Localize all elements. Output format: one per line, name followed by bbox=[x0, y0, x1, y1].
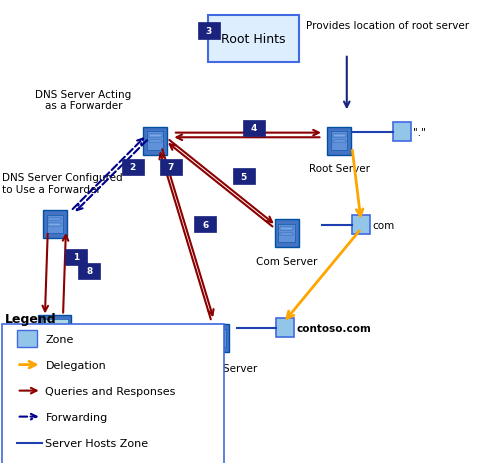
FancyBboxPatch shape bbox=[331, 132, 347, 150]
Text: Com Server: Com Server bbox=[256, 256, 317, 266]
Text: Zone: Zone bbox=[46, 334, 74, 344]
Text: 1: 1 bbox=[73, 253, 80, 262]
Text: Forwarding: Forwarding bbox=[46, 412, 108, 422]
FancyBboxPatch shape bbox=[333, 140, 346, 143]
FancyBboxPatch shape bbox=[43, 211, 67, 238]
FancyBboxPatch shape bbox=[205, 324, 229, 352]
FancyBboxPatch shape bbox=[147, 132, 163, 150]
FancyBboxPatch shape bbox=[122, 159, 144, 176]
Text: Querying Client: Querying Client bbox=[14, 363, 96, 373]
Text: DNS Server Configured
to Use a Forwarder: DNS Server Configured to Use a Forwarder bbox=[3, 173, 123, 194]
FancyBboxPatch shape bbox=[242, 120, 265, 137]
FancyBboxPatch shape bbox=[194, 216, 216, 233]
FancyBboxPatch shape bbox=[279, 225, 295, 243]
FancyBboxPatch shape bbox=[66, 249, 87, 266]
Text: Provides location of root server: Provides location of root server bbox=[306, 20, 469, 31]
Text: 3: 3 bbox=[205, 27, 212, 36]
Text: Delegation: Delegation bbox=[46, 360, 106, 370]
FancyBboxPatch shape bbox=[280, 233, 293, 236]
FancyBboxPatch shape bbox=[393, 123, 411, 142]
FancyBboxPatch shape bbox=[149, 140, 162, 143]
Text: ".": "." bbox=[413, 127, 426, 138]
FancyBboxPatch shape bbox=[149, 135, 162, 138]
FancyBboxPatch shape bbox=[232, 169, 255, 185]
FancyBboxPatch shape bbox=[3, 324, 224, 463]
Text: 8: 8 bbox=[86, 267, 93, 276]
FancyBboxPatch shape bbox=[211, 332, 224, 334]
FancyBboxPatch shape bbox=[327, 127, 351, 155]
FancyBboxPatch shape bbox=[143, 127, 167, 155]
FancyBboxPatch shape bbox=[42, 320, 68, 333]
FancyBboxPatch shape bbox=[211, 337, 224, 340]
FancyBboxPatch shape bbox=[198, 23, 220, 40]
Text: 4: 4 bbox=[250, 124, 257, 133]
FancyBboxPatch shape bbox=[160, 159, 182, 176]
FancyBboxPatch shape bbox=[49, 218, 62, 221]
FancyBboxPatch shape bbox=[78, 263, 100, 280]
FancyBboxPatch shape bbox=[47, 215, 63, 234]
FancyBboxPatch shape bbox=[209, 329, 225, 347]
Text: DNS Server Acting
as a Forwarder: DNS Server Acting as a Forwarder bbox=[36, 89, 132, 111]
Text: contoso.com: contoso.com bbox=[296, 323, 371, 333]
FancyBboxPatch shape bbox=[276, 318, 294, 338]
FancyBboxPatch shape bbox=[49, 224, 62, 226]
Text: Queries and Responses: Queries and Responses bbox=[46, 386, 176, 396]
Text: Root Hints: Root Hints bbox=[221, 33, 286, 46]
Text: Root Server: Root Server bbox=[309, 163, 370, 174]
FancyBboxPatch shape bbox=[275, 220, 299, 248]
Text: Contoso Server: Contoso Server bbox=[177, 363, 258, 373]
FancyBboxPatch shape bbox=[333, 135, 346, 138]
Text: Legend: Legend bbox=[5, 312, 57, 325]
Text: com: com bbox=[373, 220, 395, 230]
FancyBboxPatch shape bbox=[17, 331, 37, 347]
FancyBboxPatch shape bbox=[52, 336, 58, 339]
Text: 2: 2 bbox=[130, 163, 136, 172]
Text: 7: 7 bbox=[168, 163, 174, 172]
FancyBboxPatch shape bbox=[45, 339, 65, 342]
FancyBboxPatch shape bbox=[352, 215, 370, 235]
Text: 6: 6 bbox=[202, 220, 208, 229]
Text: 5: 5 bbox=[240, 172, 246, 181]
FancyBboxPatch shape bbox=[280, 227, 293, 230]
FancyBboxPatch shape bbox=[208, 16, 299, 63]
Text: Server Hosts Zone: Server Hosts Zone bbox=[46, 438, 148, 448]
FancyBboxPatch shape bbox=[39, 316, 72, 336]
